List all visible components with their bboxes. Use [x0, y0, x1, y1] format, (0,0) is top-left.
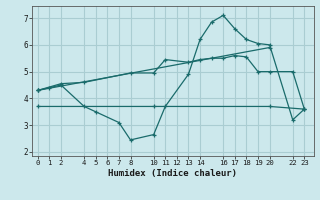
X-axis label: Humidex (Indice chaleur): Humidex (Indice chaleur)	[108, 169, 237, 178]
